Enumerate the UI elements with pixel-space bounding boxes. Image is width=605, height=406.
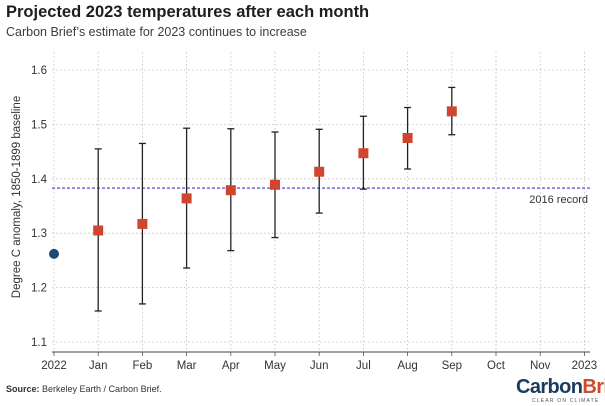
x-tick-label: 2022 — [41, 360, 67, 372]
logo-tagline: CLEAR ON CLIMATE — [532, 398, 600, 404]
data-point-jun — [314, 166, 325, 177]
x-tick-label: Oct — [487, 360, 506, 372]
y-axis-label: Degree C anomaly, 1850-1899 baseline — [11, 96, 23, 298]
x-tick-label: Nov — [530, 360, 551, 372]
logo-brief: Brief — [582, 376, 605, 398]
chart-title: Projected 2023 temperatures after each m… — [6, 3, 370, 21]
data-point-apr — [225, 185, 236, 196]
y-tick-label: 1.2 — [31, 283, 47, 295]
x-tick-label: Apr — [222, 360, 240, 372]
x-tick-label: Mar — [177, 360, 197, 372]
source-note: Source: Berkeley Earth / Carbon Brief. — [6, 384, 162, 394]
chart-subtitle: Carbon Brief’s estimate for 2023 continu… — [6, 25, 307, 39]
data-point-mar — [181, 193, 192, 204]
y-tick-label: 1.5 — [31, 119, 47, 131]
y-tick-label: 1.3 — [31, 228, 47, 240]
data-point-sep — [446, 106, 457, 117]
y-tick-label: 1.4 — [31, 174, 48, 186]
x-tick-label: Feb — [132, 360, 152, 372]
x-tick-label: May — [264, 360, 286, 372]
y-tick-label: 1.1 — [31, 337, 47, 349]
x-tick-label: Aug — [397, 360, 417, 372]
data-point-aug — [402, 133, 413, 143]
data-point-2022 — [49, 248, 59, 259]
data-point-may — [270, 179, 280, 190]
y-tick-label: 1.6 — [31, 65, 47, 77]
x-tick-label: Jun — [310, 360, 329, 372]
x-tick-label: Jan — [89, 360, 108, 372]
x-tick-label: Sep — [442, 360, 462, 372]
x-tick-label: Jul — [356, 360, 371, 372]
record-line-label: 2016 record — [529, 194, 588, 206]
source-text: Berkeley Earth / Carbon Brief. — [42, 384, 162, 394]
logo-carbon: Carbon — [516, 376, 583, 398]
data-point-jul — [358, 148, 369, 159]
x-tick-label: 2023 — [572, 360, 598, 372]
data-point-feb — [137, 218, 148, 229]
source-label: Source: — [6, 384, 40, 394]
data-point-jan — [93, 225, 104, 236]
